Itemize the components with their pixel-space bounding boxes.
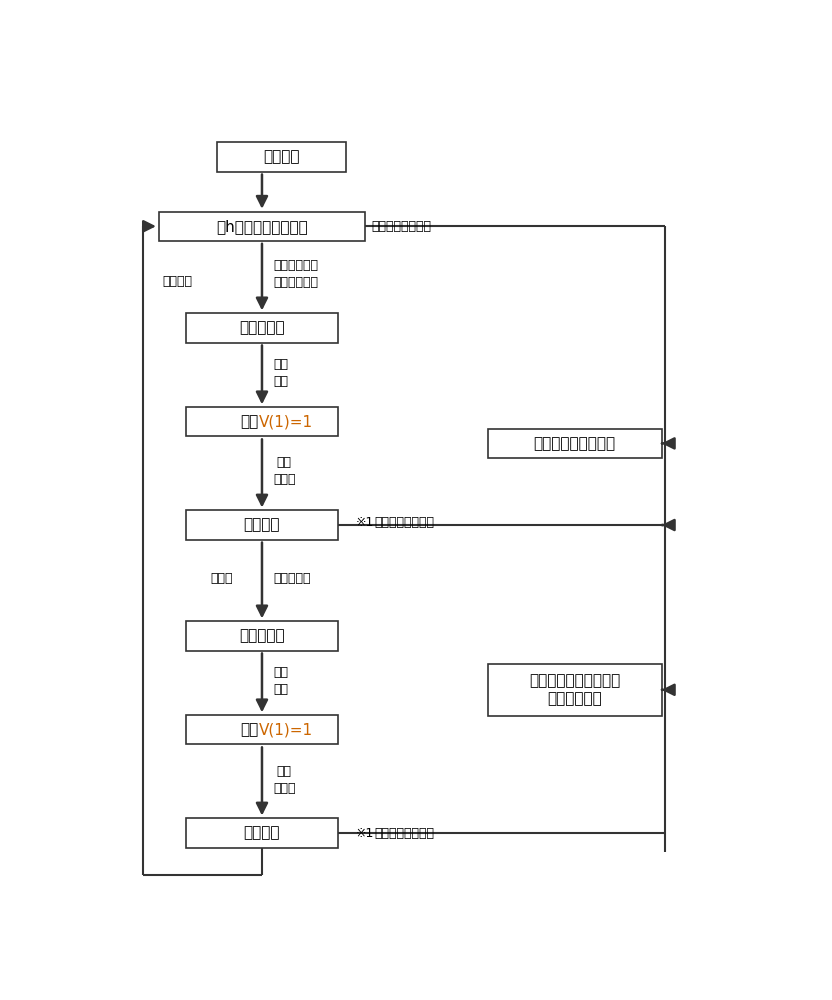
Text: 烟框未到指定位置: 烟框未到指定位置 <box>372 220 432 233</box>
FancyBboxPatch shape <box>186 313 338 343</box>
Text: 铲完
半框: 铲完 半框 <box>273 358 288 388</box>
FancyBboxPatch shape <box>186 715 338 744</box>
FancyBboxPatch shape <box>186 407 338 436</box>
Text: 检查烟框: 检查烟框 <box>162 275 192 288</box>
FancyBboxPatch shape <box>488 429 661 458</box>
Text: 机器人启动: 机器人启动 <box>239 320 285 335</box>
Text: 给予提示，并对铲完的
烟框进行计数: 给予提示，并对铲完的 烟框进行计数 <box>529 674 621 706</box>
Text: ※1: ※1 <box>355 516 374 529</box>
FancyBboxPatch shape <box>159 212 365 241</box>
Text: 启动转盘: 启动转盘 <box>244 518 280 533</box>
Text: 暂停
机器人: 暂停 机器人 <box>273 456 295 486</box>
FancyBboxPatch shape <box>186 621 338 651</box>
Text: 转盘未到指定位置: 转盘未到指定位置 <box>375 516 435 529</box>
Text: 机器人启动: 机器人启动 <box>239 628 285 643</box>
Text: 已到指定位置
按下启动按钮: 已到指定位置 按下启动按钮 <box>273 259 318 289</box>
FancyBboxPatch shape <box>488 664 661 716</box>
Text: ※1: ※1 <box>355 827 374 840</box>
Text: 达指定位置: 达指定位置 <box>273 572 310 585</box>
Text: V(1)=1: V(1)=1 <box>259 414 313 429</box>
Text: V(1)=1: V(1)=1 <box>259 722 313 737</box>
Text: 输出: 输出 <box>240 414 259 429</box>
Text: 转盘到: 转盘到 <box>210 572 233 585</box>
FancyBboxPatch shape <box>186 818 338 848</box>
Text: 输出: 输出 <box>240 722 259 737</box>
FancyBboxPatch shape <box>186 510 338 540</box>
Text: 启动转盘: 启动转盘 <box>244 826 280 841</box>
Text: 发出警报，给予提示: 发出警报，给予提示 <box>533 436 616 451</box>
Text: 将h值传入相应工控机: 将h值传入相应工控机 <box>216 219 308 234</box>
Text: 暂停
机器人: 暂停 机器人 <box>273 765 295 795</box>
Text: 铲完
一框: 铲完 一框 <box>273 666 288 696</box>
Text: 转盘未到指定位置: 转盘未到指定位置 <box>375 827 435 840</box>
Text: 输入配方: 输入配方 <box>263 149 300 164</box>
FancyBboxPatch shape <box>217 142 346 172</box>
